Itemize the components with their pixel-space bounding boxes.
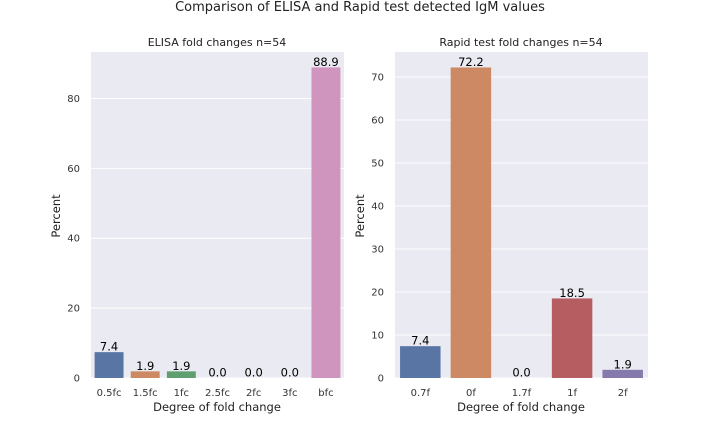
rapid-y-tick-label: 0 [378,374,384,385]
rapid-data-label: 72.2 [458,55,484,69]
rapid-bar [400,346,441,378]
rapid-data-label: 1.9 [614,357,632,371]
rapid-panel: Rapid test fold changes n=54 0 10 20 30 40 50… [353,36,648,414]
elisa-x-tick-label: 3fc [282,388,297,399]
elisa-x-tick-label: 0.5fc [97,388,122,399]
elisa-data-label: 0.0 [244,366,262,380]
rapid-y-tick-label: 20 [371,287,384,298]
elisa-bar [94,352,124,378]
elisa-data-label: 7.4 [100,340,118,354]
rapid-y-tick-label: 50 [371,158,384,169]
rapid-bar [602,369,643,378]
elisa-data-label: 0.0 [281,366,299,380]
rapid-bar [450,67,492,378]
elisa-bar [311,67,341,379]
elisa-data-label: 1.9 [136,359,154,373]
elisa-bar [130,371,160,378]
elisa-x-axis-label: Degree of fold change [153,400,281,414]
elisa-x-tick-label: 1fc [174,388,189,399]
rapid-panel-title: Rapid test fold changes n=54 [439,36,602,49]
elisa-y-tick-label: 80 [67,94,80,105]
elisa-x-tick-label: bfc [318,388,333,399]
elisa-x-tick-label: 1.5fc [133,388,158,399]
rapid-plot-background [395,52,648,378]
rapid-bar [551,298,593,378]
elisa-panel-title: ELISA fold changes n=54 [148,36,287,49]
rapid-y-tick-label: 30 [371,244,384,255]
rapid-y-tick-label: 40 [371,201,384,212]
elisa-bar [166,371,196,378]
rapid-data-label: 7.4 [411,334,429,348]
rapid-data-label: 18.5 [559,286,585,300]
rapid-y-axis-label: Percent [353,194,367,238]
rapid-plot-area: 0 10 20 30 40 50 60 70 7.4 0.7f 72.2 0f 0.0 1.7f 18.5 1… [371,52,648,399]
figure-title: Comparison of ELISA and Rapid test detec… [175,0,545,15]
elisa-data-label: 0.0 [208,366,226,380]
rapid-x-axis-label: Degree of fold change [457,400,585,414]
elisa-y-tick-label: 20 [67,304,80,315]
rapid-x-tick-label: 1.7f [512,388,532,399]
rapid-x-tick-label: 0f [466,388,476,399]
rapid-x-tick-label: 2f [618,388,628,399]
elisa-y-tick-label: 60 [67,164,80,175]
elisa-y-tick-label: 0 [74,374,80,385]
elisa-plot-area: 0 20 40 60 80 7.4 0.5fc 1.9 1.5fc 1.9 1fc 0.0 2.5fc 0… [67,52,344,399]
rapid-data-label: 0.0 [512,366,530,380]
elisa-x-tick-label: 2.5fc [205,388,230,399]
rapid-y-tick-label: 10 [371,330,384,341]
elisa-data-label: 88.9 [313,55,339,69]
elisa-panel: ELISA fold changes n=54 0 20 40 60 80 7.4 0.5f… [49,36,344,414]
elisa-plot-background [91,52,344,378]
rapid-x-tick-label: 1f [567,388,577,399]
elisa-y-axis-label: Percent [49,194,63,238]
elisa-x-tick-label: 2fc [246,388,261,399]
elisa-y-tick-label: 40 [67,234,80,245]
rapid-y-tick-label: 70 [371,72,384,83]
rapid-y-tick-label: 60 [371,115,384,126]
elisa-data-label: 1.9 [172,359,190,373]
rapid-x-tick-label: 0.7f [411,388,431,399]
